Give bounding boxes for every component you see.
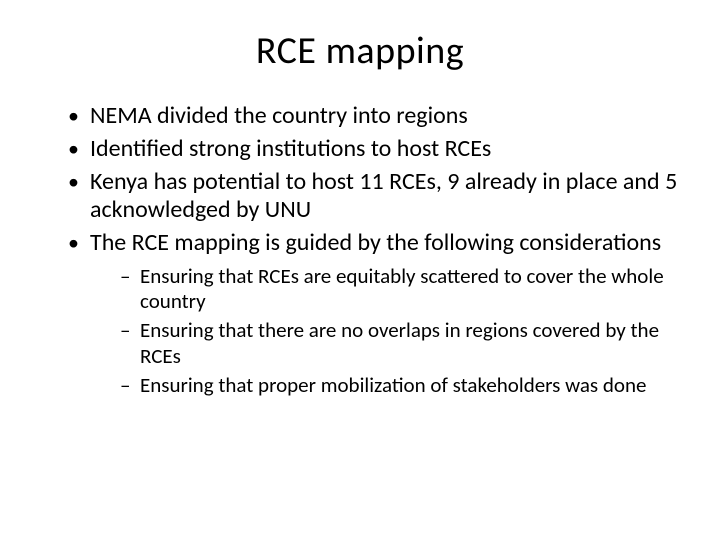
bullet-item: Identified strong institutions to host R… [68, 135, 680, 164]
slide-title: RCE mapping [40, 28, 680, 74]
sub-bullet-item: Ensuring that there are no overlaps in r… [120, 318, 680, 368]
sub-bullet-item: Ensuring that RCEs are equitably scatter… [120, 264, 680, 314]
sub-bullet-text: Ensuring that there are no overlaps in r… [140, 317, 659, 368]
sub-bullet-item: Ensuring that proper mobilization of sta… [120, 373, 680, 398]
bullet-text: Identified strong institutions to host R… [90, 134, 491, 163]
bullet-item: NEMA divided the country into regions [68, 102, 680, 131]
bullet-list: NEMA divided the country into regions Id… [40, 102, 680, 398]
sub-bullet-list: Ensuring that RCEs are equitably scatter… [90, 264, 680, 398]
bullet-item: Kenya has potential to host 11 RCEs, 9 a… [68, 168, 680, 226]
bullet-text: Kenya has potential to host 11 RCEs, 9 a… [90, 167, 677, 225]
bullet-text: NEMA divided the country into regions [90, 101, 468, 130]
sub-bullet-text: Ensuring that proper mobilization of sta… [140, 372, 646, 398]
slide: RCE mapping NEMA divided the country int… [0, 0, 720, 540]
bullet-item: The RCE mapping is guided by the followi… [68, 229, 680, 398]
bullet-text: The RCE mapping is guided by the followi… [90, 228, 661, 257]
sub-bullet-text: Ensuring that RCEs are equitably scatter… [140, 263, 664, 314]
